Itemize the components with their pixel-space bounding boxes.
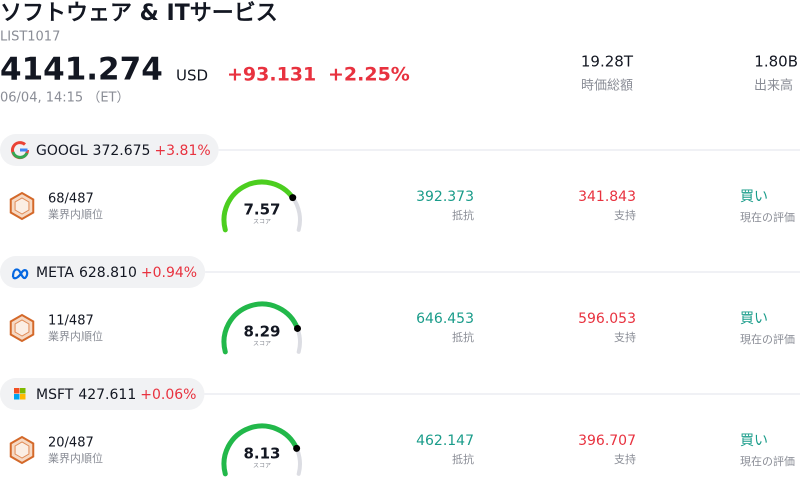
ticker-price: 427.611 xyxy=(78,387,136,403)
resistance-label: 抵抗 xyxy=(452,208,474,222)
rating-label: 現在の評価 xyxy=(740,210,795,224)
support: 596.053 xyxy=(578,311,636,327)
ticker: META xyxy=(36,265,74,281)
ticker-pill xyxy=(0,378,205,410)
gauge-arc xyxy=(221,423,300,477)
rank-badge xyxy=(14,319,30,337)
support-label: 支持 xyxy=(614,330,636,344)
ticker-change: +3.81% xyxy=(154,143,210,159)
rating: 買い xyxy=(740,189,768,205)
rating-label: 現在の評価 xyxy=(740,332,795,346)
gauge-dot xyxy=(289,194,297,202)
support-label: 支持 xyxy=(614,208,636,222)
change-pct: +2.25% xyxy=(328,64,410,86)
ticker: GOOGL xyxy=(36,143,88,159)
icon xyxy=(20,388,26,394)
ticker-change: +0.06% xyxy=(140,387,196,403)
code: LIST1017 xyxy=(0,30,60,45)
rating: 買い xyxy=(740,433,768,449)
ticker-price: 628.810 xyxy=(79,265,137,281)
gauge-dot xyxy=(293,444,301,452)
icon xyxy=(14,388,20,394)
resistance: 646.453 xyxy=(416,311,474,327)
support: 341.843 xyxy=(578,189,636,205)
gauge-dot xyxy=(293,324,301,332)
resistance-label: 抵抗 xyxy=(452,330,474,344)
resistance: 392.373 xyxy=(416,189,474,205)
icon xyxy=(14,394,20,400)
gauge-arc xyxy=(221,179,296,233)
icon xyxy=(20,394,26,400)
stat-label: 時価総額 xyxy=(581,79,633,94)
resistance-label: 抵抗 xyxy=(452,452,474,466)
ticker-price: 372.675 xyxy=(93,143,151,159)
title: ソフトウェア & ITサービス xyxy=(0,1,278,26)
score-label: スコア xyxy=(253,463,271,470)
change: +93.131 xyxy=(227,64,316,86)
ticker-pill xyxy=(0,256,206,288)
rating: 買い xyxy=(740,311,768,327)
rank-badge xyxy=(14,441,30,459)
rank: 20/487 xyxy=(48,436,94,451)
icon xyxy=(11,151,29,159)
support-label: 支持 xyxy=(614,452,636,466)
ticker-change: +0.94% xyxy=(141,265,197,281)
rank-label: 業界内順位 xyxy=(48,451,103,465)
icon xyxy=(11,268,29,280)
rating-label: 現在の評価 xyxy=(740,454,795,468)
currency: USD xyxy=(176,67,208,85)
score-label: スコア xyxy=(253,219,271,226)
score: 7.57 xyxy=(243,201,280,219)
rank: 11/487 xyxy=(48,314,94,329)
rank: 68/487 xyxy=(48,192,94,207)
rank-badge xyxy=(14,197,30,215)
timestamp: 06/04, 14:15 （ET） xyxy=(0,91,129,106)
ticker: MSFT xyxy=(36,387,74,403)
score: 8.29 xyxy=(243,323,280,341)
stat-value: 19.28T xyxy=(581,53,634,71)
ticker-pill xyxy=(0,134,219,166)
resistance: 462.147 xyxy=(416,433,474,449)
score-label: スコア xyxy=(253,341,271,348)
rank-label: 業界内順位 xyxy=(48,207,103,221)
rank-label: 業界内順位 xyxy=(48,329,103,343)
support: 396.707 xyxy=(578,433,636,449)
gauge-arc xyxy=(221,301,300,355)
score: 8.13 xyxy=(243,445,280,463)
stat-value: 1.80B xyxy=(754,53,798,71)
price: 4141.274 xyxy=(0,52,163,88)
stat-label: 出来高 xyxy=(754,78,793,94)
